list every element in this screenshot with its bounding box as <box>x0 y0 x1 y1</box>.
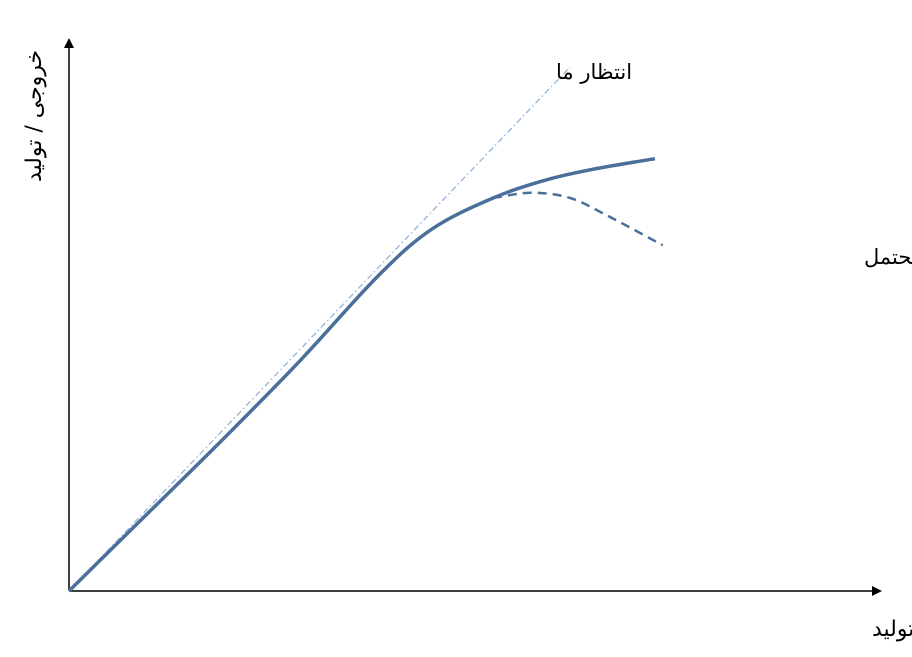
series-layer <box>67 66 664 593</box>
expectation-annotation: انتظار ما <box>556 60 632 84</box>
series-line-expectation <box>68 66 571 592</box>
y-axis-label: خروجی / تولید <box>22 50 47 182</box>
series-line-scenario-decline <box>492 191 664 247</box>
x-axis-label: عامل تولید <box>872 617 912 642</box>
scenarios-annotation: سناریوهای محتمل <box>864 245 912 269</box>
series-line-scenario-plateau <box>67 156 656 593</box>
